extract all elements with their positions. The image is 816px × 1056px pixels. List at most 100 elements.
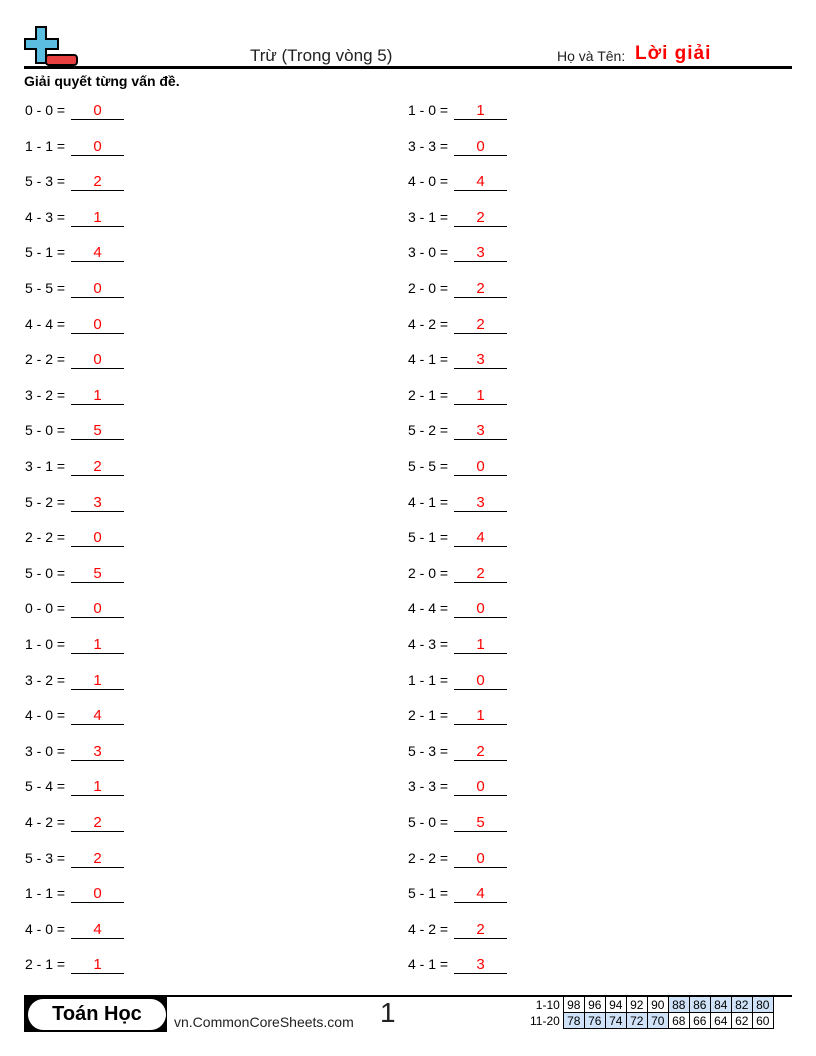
problem-question: 3 - 2 = [25,671,66,688]
problem-question: 4 - 3 = [25,208,66,225]
answer-field[interactable]: 3 [454,351,507,370]
answer-field[interactable]: 0 [71,280,124,298]
answer-field[interactable]: 4 [454,529,507,548]
score-cell: 64 [709,1012,732,1029]
answer-field[interactable]: 2 [454,921,507,939]
problem-question: 5 - 0 = [25,422,66,439]
answer-field[interactable]: 2 [454,280,507,298]
score-cell: 96 [583,996,606,1013]
answer-field[interactable]: 3 [454,244,507,263]
answer-field[interactable]: 2 [71,850,124,868]
answer-field[interactable]: 1 [71,387,124,405]
problem-question: 4 - 1 = [408,956,449,973]
answer-field[interactable]: 1 [71,778,124,797]
answer-field[interactable]: 3 [71,494,124,512]
score-cell: 78 [562,1012,585,1029]
answer-field[interactable]: 0 [454,778,507,797]
problem-question: 5 - 4 = [25,778,66,795]
answer-field[interactable]: 2 [454,565,507,583]
score-cell: 98 [562,996,585,1013]
problem-question: 5 - 3 = [25,849,66,866]
answer-field[interactable]: 2 [71,173,124,192]
problem-question: 5 - 2 = [25,493,66,510]
problem-question: 5 - 3 = [408,742,449,759]
answer-field[interactable]: 1 [454,636,507,654]
answer-field[interactable]: 3 [454,956,507,975]
answer-field[interactable]: 1 [71,672,124,690]
answer-field[interactable]: 2 [454,209,507,227]
score-cell: 82 [730,996,753,1013]
answer-field[interactable]: 0 [454,600,507,619]
answer-field[interactable]: 1 [454,102,507,120]
score-row-label: 11-20 [530,1013,560,1028]
score-cell: 70 [646,1012,669,1029]
answer-field[interactable]: 0 [454,672,507,690]
answer-field[interactable]: 4 [71,707,124,726]
header-divider [24,66,792,69]
answer-field[interactable]: 1 [454,387,507,405]
score-cell: 76 [583,1012,606,1029]
problem-question: 4 - 3 = [408,636,449,652]
problem-question: 1 - 1 = [25,885,66,902]
answer-field[interactable]: 1 [454,707,507,726]
answer-field[interactable]: 0 [71,351,124,370]
score-cell: 66 [688,1012,711,1029]
problem-question: 4 - 2 = [25,814,66,830]
problem-question: 2 - 2 = [25,351,66,368]
problem-question: 3 - 1 = [408,208,449,225]
answer-field[interactable]: 5 [454,814,507,832]
answer-field[interactable]: 1 [71,209,124,227]
name-value: Lời giải [635,43,712,64]
answer-field[interactable]: 0 [71,316,124,334]
answer-field[interactable]: 0 [71,885,124,904]
answer-field[interactable]: 2 [454,316,507,334]
problem-question: 2 - 1 = [408,386,449,403]
problem-question: 5 - 0 = [408,814,449,830]
problem-question: 0 - 0 = [25,600,66,617]
answer-field[interactable]: 5 [71,422,124,441]
plus-minus-logo-icon [24,26,78,66]
answer-field[interactable]: 1 [71,956,124,975]
score-cell: 72 [625,1012,648,1029]
answer-field[interactable]: 3 [71,743,124,761]
score-cell: 68 [667,1012,690,1029]
problem-question: 1 - 0 = [25,636,66,652]
score-cell: 90 [646,996,669,1013]
answer-field[interactable]: 4 [71,244,124,263]
score-cell: 60 [751,1012,774,1029]
answer-field[interactable]: 0 [454,458,507,476]
answer-field[interactable]: 4 [71,921,124,939]
answer-field[interactable]: 0 [71,600,124,619]
answer-field[interactable]: 0 [454,850,507,868]
answer-field[interactable]: 0 [454,138,507,156]
problem-question: 4 - 1 = [408,351,449,368]
answer-field[interactable]: 4 [454,885,507,904]
problem-question: 5 - 2 = [408,422,449,439]
answer-field[interactable]: 2 [71,814,124,832]
problem-question: 4 - 4 = [408,600,449,617]
answer-field[interactable]: 0 [71,138,124,156]
problem-question: 5 - 1 = [408,885,449,902]
answer-field[interactable]: 0 [71,102,124,120]
brand-label: Toán Học [28,999,166,1030]
problem-question: 1 - 0 = [408,102,449,118]
score-table: 1-10 98 96 94 92 90 88 86 84 82 80 11-20 78 76 74 72 70 6… [528,996,774,1029]
answer-field[interactable]: 5 [71,565,124,583]
problem-question: 4 - 0 = [25,707,66,724]
answer-field[interactable]: 3 [454,494,507,512]
problem-question: 1 - 1 = [25,137,66,154]
answer-field[interactable]: 0 [71,529,124,548]
problem-question: 2 - 1 = [408,707,449,724]
answer-field[interactable]: 2 [454,743,507,761]
problem-question: 2 - 0 = [408,564,449,581]
answer-field[interactable]: 2 [71,458,124,476]
answer-field[interactable]: 3 [454,422,507,441]
answer-field[interactable]: 1 [71,636,124,654]
instructions: Giải quyết từng vấn đề. [24,73,180,89]
problem-question: 4 - 1 = [408,493,449,510]
answer-field[interactable]: 4 [454,173,507,192]
site-url: vn.CommonCoreSheets.com [174,1014,354,1030]
problem-question: 5 - 1 = [25,244,66,261]
problem-question: 5 - 5 = [408,458,449,474]
